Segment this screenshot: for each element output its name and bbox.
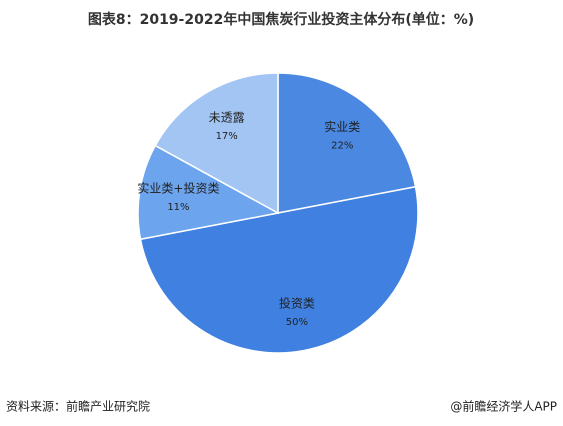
value-label: 22%: [331, 140, 353, 151]
pie-slice: [137, 144, 281, 241]
value-label: 50%: [286, 317, 308, 328]
pie-slice: [154, 72, 279, 215]
credit: @前瞻经济学人APP: [450, 399, 557, 414]
value-label: 17%: [216, 131, 238, 142]
slice-label: 投资类: [279, 296, 315, 311]
slice-label: 实业类: [324, 119, 360, 134]
pie-slice: [139, 185, 419, 354]
source: 资料来源：前瞻产业研究院: [6, 399, 150, 414]
value-label: 11%: [167, 202, 189, 213]
chart-title: 图表8：2019-2022年中国焦炭行业投资主体分布(单位：%): [88, 11, 474, 28]
slice-label: 实业类+投资类: [137, 181, 219, 196]
slice-label: 未透露: [209, 111, 245, 125]
pie-slice: [277, 72, 417, 214]
